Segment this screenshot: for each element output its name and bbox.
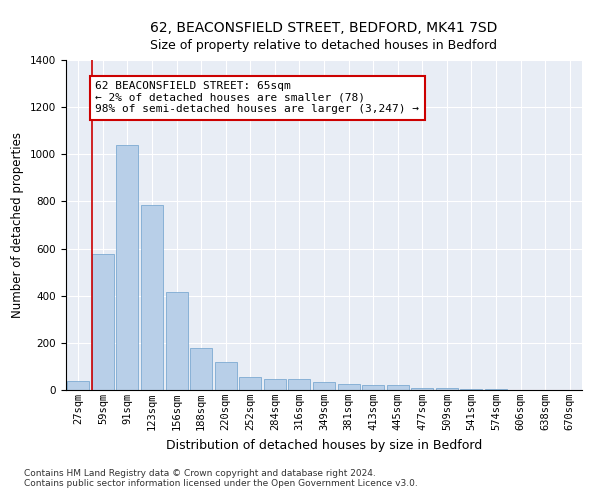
Bar <box>289 380 310 390</box>
Bar <box>313 382 335 390</box>
Bar <box>239 377 262 390</box>
X-axis label: Distribution of detached houses by size in Bedford: Distribution of detached houses by size … <box>166 438 482 452</box>
Bar <box>215 362 237 390</box>
Bar <box>386 386 409 390</box>
Bar <box>92 254 114 390</box>
Bar <box>116 145 139 390</box>
Bar <box>190 348 212 390</box>
Bar <box>264 380 286 390</box>
Bar <box>166 292 188 390</box>
Text: 62, BEACONSFIELD STREET, BEDFORD, MK41 7SD: 62, BEACONSFIELD STREET, BEDFORD, MK41 7… <box>151 20 497 34</box>
Bar <box>436 388 458 390</box>
Bar <box>67 380 89 390</box>
Bar <box>411 388 433 390</box>
Bar <box>362 386 384 390</box>
Bar <box>141 205 163 390</box>
Text: Contains public sector information licensed under the Open Government Licence v3: Contains public sector information licen… <box>24 479 418 488</box>
Text: Contains HM Land Registry data © Crown copyright and database right 2024.: Contains HM Land Registry data © Crown c… <box>24 469 376 478</box>
Text: 62 BEACONSFIELD STREET: 65sqm
← 2% of detached houses are smaller (78)
98% of se: 62 BEACONSFIELD STREET: 65sqm ← 2% of de… <box>95 81 419 114</box>
Bar <box>460 389 482 390</box>
Y-axis label: Number of detached properties: Number of detached properties <box>11 132 25 318</box>
Text: Size of property relative to detached houses in Bedford: Size of property relative to detached ho… <box>151 38 497 52</box>
Bar <box>338 384 359 390</box>
